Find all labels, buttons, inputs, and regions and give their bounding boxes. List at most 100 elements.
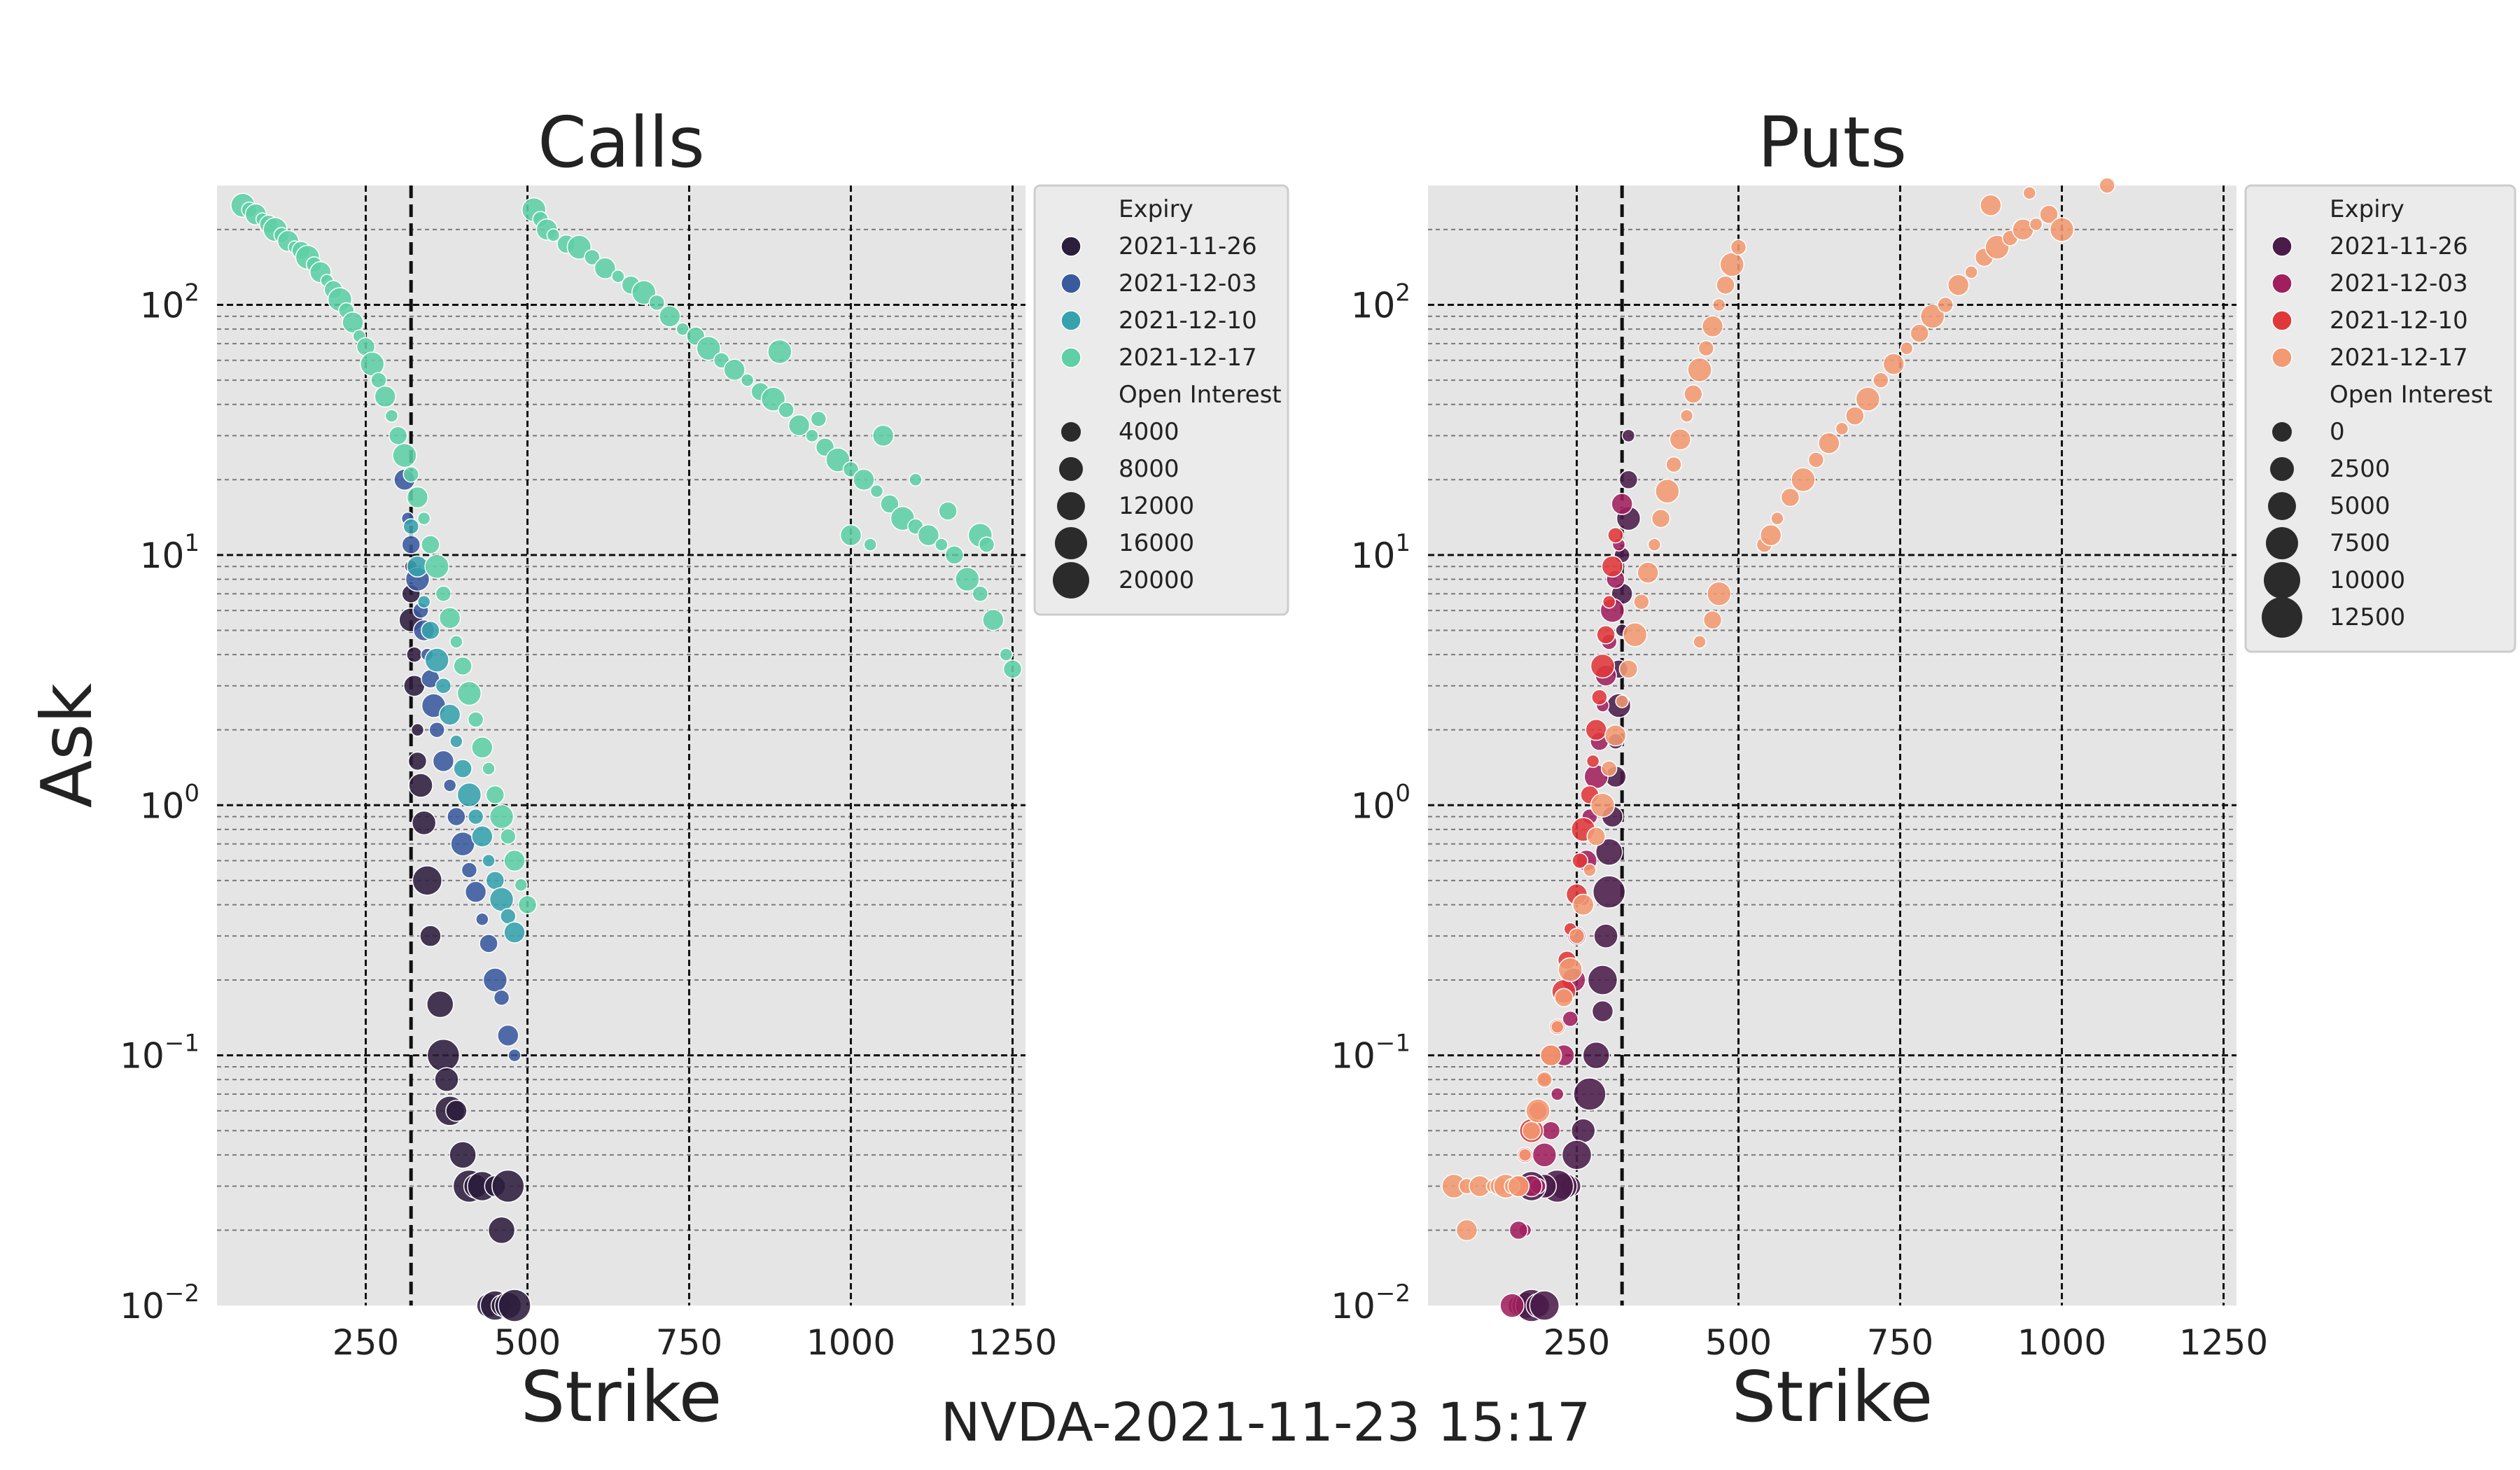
y-tick-label: 10−2 [120,1280,200,1326]
data-point [491,1169,525,1203]
data-point [432,750,455,773]
data-point [1835,421,1849,436]
data-point [438,607,461,629]
data-point [1586,827,1606,846]
data-point [872,424,895,447]
data-point [485,785,505,805]
data-point [611,270,625,284]
data-point [978,536,995,553]
legend-size-marker [1059,457,1083,481]
y-tick-label: 10−1 [120,1030,200,1077]
legend-box [2244,184,2516,653]
legend-size-marker [2266,527,2298,559]
data-point [456,680,482,706]
legend-size-entry: 4000 [1119,418,1180,446]
data-point [853,468,875,491]
data-point [456,782,482,808]
data-point [1562,1010,1579,1028]
data-point [1919,304,1945,329]
data-point [1601,555,1624,578]
data-point [955,566,980,592]
y-tick-label: 101 [140,529,200,576]
data-point [1791,467,1816,493]
legend-box [1033,184,1289,616]
data-point [1532,1142,1558,1168]
data-point [475,912,489,926]
data-point [449,1141,477,1169]
data-point [1655,478,1680,504]
y-tick-label: 10−1 [1331,1030,1410,1077]
data-point [416,594,431,609]
legend-entry: 2021-12-10 [1119,307,1257,335]
data-point [999,648,1014,662]
data-point [1518,1148,1532,1162]
legend-entry: 2021-11-26 [1119,232,1257,260]
data-point [1591,689,1608,706]
data-point [1712,298,1726,312]
data-point [1665,456,1682,473]
data-point [2049,217,2075,242]
data-point [1611,493,1633,515]
data-point [1618,470,1639,490]
data-point [788,414,811,437]
data-point [1651,508,1671,528]
data-point [1716,275,1735,295]
legend-size-marker [2272,422,2292,442]
data-point [778,401,794,419]
x-axis-label: Strike [1732,1356,1933,1438]
data-point [1947,274,1970,296]
data-point [696,335,721,361]
data-point [402,518,419,535]
data-point [546,228,561,242]
legend-size-entry: 12000 [1119,492,1194,520]
data-point [1529,1290,1560,1321]
data-point [482,762,496,776]
data-point [453,656,472,676]
legend-hue-title: Expiry [2330,195,2404,223]
data-point [517,895,538,915]
data-point [1615,694,1629,708]
data-point [1550,1020,1564,1034]
data-point [384,409,399,423]
data-point [1702,610,1723,630]
y-tick-label: 101 [1351,529,1410,576]
data-point [424,648,449,673]
y-tick-label: 10−2 [1331,1280,1410,1326]
data-point [938,501,958,521]
data-point [1582,1041,1610,1070]
data-point [810,410,827,428]
data-point [467,711,484,728]
legend-swatch [1060,236,1082,257]
data-point [1554,988,1574,1008]
x-tick-label: 250 [332,1322,399,1363]
data-point [401,535,421,554]
legend-swatch [2272,347,2292,368]
data-point [489,887,514,912]
legend-size-entry: 5000 [2330,492,2390,520]
data-point [1585,718,1607,741]
data-point [388,426,408,446]
data-point [412,865,443,896]
data-point [869,484,884,498]
data-point [1633,593,1650,610]
chart-title: Puts [1758,102,1907,183]
data-point [1622,622,1648,648]
data-point [426,1038,461,1072]
data-point [1621,428,1636,443]
legend-swatch [1060,310,1082,331]
data-point [1583,863,1597,877]
data-point [410,722,425,737]
data-point [514,878,528,892]
data-point [1980,194,2002,217]
data-point [1539,1044,1562,1067]
plot-area [1428,186,2236,1306]
data-point [760,386,786,412]
data-point [1872,372,1889,388]
data-point [1592,875,1626,909]
data-point [1669,428,1692,451]
legend-entry: 2021-12-17 [2330,344,2468,372]
data-point [2039,204,2059,224]
data-point [435,677,452,694]
data-point [461,862,478,878]
data-point [1573,1077,1606,1111]
